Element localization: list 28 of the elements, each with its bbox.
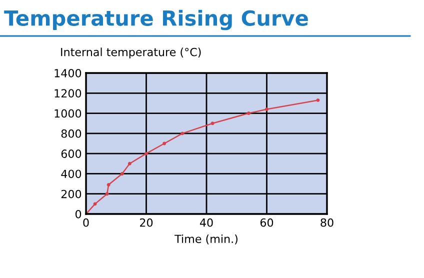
point (144, 152, 148, 156)
point (93, 202, 97, 206)
y-tick-label: 1000 (54, 109, 82, 118)
y-tick-label: 0 (75, 210, 82, 218)
point (180, 132, 184, 136)
point (246, 112, 250, 116)
point (106, 183, 110, 187)
chart-title: Temperature Rising Curve (4, 10, 308, 30)
y-tick-label: 400 (61, 170, 82, 178)
point (128, 162, 132, 166)
point (316, 98, 320, 102)
point (210, 122, 214, 126)
y-axis-title: Internal temperature (°C) (61, 48, 201, 58)
y-tick-label: 800 (61, 129, 82, 138)
y-tick-label: 1200 (54, 89, 82, 98)
point (162, 142, 166, 146)
point (105, 192, 109, 196)
x-tick-label: 60 (260, 218, 274, 227)
x-tick-label: 40 (200, 218, 213, 227)
point (265, 108, 268, 111)
x-tick-label: 0 (83, 218, 89, 227)
y-tick-label: 600 (61, 150, 82, 158)
point (120, 172, 124, 176)
x-axis-title: Time (min.) (174, 234, 238, 244)
y-tick-label: 1400 (54, 68, 82, 78)
x-tick-label: 20 (140, 218, 153, 227)
x-tick-label: 80 (320, 218, 334, 227)
y-tick-label: 200 (61, 190, 82, 198)
